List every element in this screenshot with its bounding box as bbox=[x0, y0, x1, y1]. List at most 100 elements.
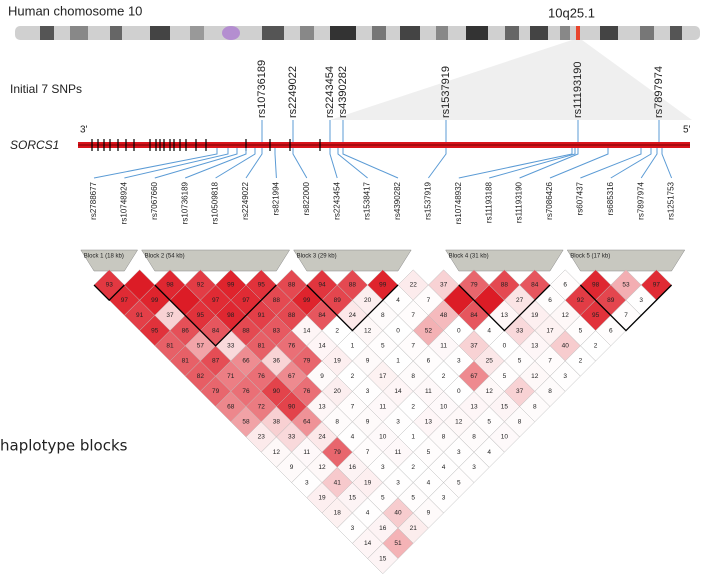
ld-value: 12 bbox=[455, 419, 463, 426]
ld-value: 24 bbox=[318, 434, 326, 441]
ld-value: 93 bbox=[106, 282, 114, 289]
ld-value: 98 bbox=[166, 282, 174, 289]
ld-value: 6 bbox=[609, 327, 613, 334]
block-label: Block 5 (17 kb) bbox=[570, 254, 610, 260]
ideogram bbox=[15, 26, 700, 40]
ld-value: 92 bbox=[197, 282, 205, 289]
snp-connector bbox=[611, 148, 651, 178]
ld-value: 13 bbox=[425, 419, 433, 426]
ld-value: 10 bbox=[501, 434, 509, 441]
ld-value: 8 bbox=[381, 312, 385, 319]
ld-value: 1 bbox=[351, 343, 355, 350]
ld-figure: Human chomosome 10 10q25.1 Initial 7 SNP… bbox=[0, 0, 706, 578]
block-label: Block 1 (18 kb) bbox=[84, 254, 124, 260]
snp-label: rs607437 bbox=[576, 181, 585, 215]
snp-connector bbox=[330, 148, 337, 178]
ld-value: 1 bbox=[411, 434, 415, 441]
ld-value: 8 bbox=[533, 403, 537, 410]
ld-value: 13 bbox=[318, 403, 326, 410]
ld-value: 58 bbox=[242, 419, 250, 426]
annotation: haplotype blocks bbox=[0, 437, 128, 455]
ld-value: 98 bbox=[227, 312, 235, 319]
snp-connector bbox=[275, 148, 276, 178]
ld-value: 97 bbox=[653, 282, 661, 289]
snp-connector bbox=[428, 148, 446, 178]
ld-value: 16 bbox=[349, 464, 357, 471]
snp-label: rs685316 bbox=[606, 181, 615, 215]
ld-value: 5 bbox=[411, 495, 415, 502]
ld-value: 79 bbox=[303, 358, 311, 365]
ld-value: 95 bbox=[151, 327, 159, 334]
ld-value: 67 bbox=[288, 373, 296, 380]
ld-value: 15 bbox=[501, 403, 509, 410]
ld-value: 3 bbox=[639, 297, 643, 304]
ld-value: 6 bbox=[427, 358, 431, 365]
ld-value: 8 bbox=[335, 419, 339, 426]
snp-label: rs821994 bbox=[272, 181, 281, 215]
ld-value: 91 bbox=[258, 312, 266, 319]
ld-value: 13 bbox=[501, 312, 509, 319]
snp-label: rs2788677 bbox=[89, 181, 98, 219]
ld-value: 14 bbox=[394, 388, 402, 395]
ld-value: 97 bbox=[242, 297, 250, 304]
ld-value: 2 bbox=[335, 327, 339, 334]
ld-value: 37 bbox=[440, 282, 448, 289]
snp-connector bbox=[343, 148, 398, 178]
snp-label: rs10509818 bbox=[211, 181, 220, 224]
ld-value: 3 bbox=[305, 479, 309, 486]
snp-label: rs7067660 bbox=[150, 181, 159, 219]
gene-5-end: 5' bbox=[683, 125, 691, 136]
ld-value: 19 bbox=[334, 358, 342, 365]
ld-value: 76 bbox=[288, 343, 296, 350]
ld-value: 99 bbox=[151, 297, 159, 304]
snp-connector bbox=[293, 148, 307, 178]
snp-connector bbox=[550, 148, 608, 178]
ld-value: 12 bbox=[562, 312, 570, 319]
ld-value: 88 bbox=[273, 297, 281, 304]
ld-value: 95 bbox=[197, 312, 205, 319]
ld-value: 14 bbox=[318, 343, 326, 350]
gene-3-end: 3' bbox=[80, 125, 88, 136]
ld-value: 12 bbox=[531, 373, 539, 380]
ld-value: 84 bbox=[470, 312, 478, 319]
ld-value: 90 bbox=[273, 388, 281, 395]
ld-value: 88 bbox=[242, 327, 250, 334]
ld-value: 97 bbox=[121, 297, 129, 304]
ld-value: 5 bbox=[381, 495, 385, 502]
ld-value: 97 bbox=[212, 297, 220, 304]
snp-connector bbox=[641, 148, 657, 178]
ld-value: 19 bbox=[364, 479, 372, 486]
ld-value: 7 bbox=[366, 449, 370, 456]
ld-value: 37 bbox=[516, 388, 524, 395]
ld-value: 11 bbox=[395, 449, 402, 456]
ld-value: 81 bbox=[182, 358, 190, 365]
ld-value: 1 bbox=[396, 358, 400, 365]
ld-value: 23 bbox=[258, 434, 266, 441]
ld-value: 99 bbox=[227, 282, 235, 289]
initial-snp-label: rs2243454 bbox=[324, 66, 336, 118]
block-label: Block 3 (29 kb) bbox=[297, 254, 337, 260]
ld-value: 5 bbox=[579, 327, 583, 334]
ld-value: 99 bbox=[303, 297, 311, 304]
ld-value: 4 bbox=[487, 327, 491, 334]
ld-value: 2 bbox=[411, 403, 415, 410]
ld-value: 12 bbox=[486, 388, 494, 395]
ld-value: 53 bbox=[622, 282, 630, 289]
ld-value: 66 bbox=[242, 358, 250, 365]
ld-value: 51 bbox=[394, 540, 402, 547]
initial-snp-label: rs2249022 bbox=[287, 66, 299, 118]
ld-value: 8 bbox=[518, 419, 522, 426]
snp-label: rs822000 bbox=[302, 181, 311, 215]
snp-connector bbox=[580, 148, 641, 178]
ld-value: 91 bbox=[136, 312, 144, 319]
ld-value: 5 bbox=[457, 479, 461, 486]
ld-value: 8 bbox=[472, 434, 476, 441]
ld-value: 5 bbox=[487, 419, 491, 426]
ld-value: 87 bbox=[212, 358, 220, 365]
ld-value: 64 bbox=[303, 419, 311, 426]
ld-value: 8 bbox=[411, 373, 415, 380]
ld-value: 13 bbox=[470, 403, 478, 410]
ld-value: 10 bbox=[379, 434, 387, 441]
ld-value: 79 bbox=[470, 282, 478, 289]
ld-value: 84 bbox=[531, 282, 539, 289]
